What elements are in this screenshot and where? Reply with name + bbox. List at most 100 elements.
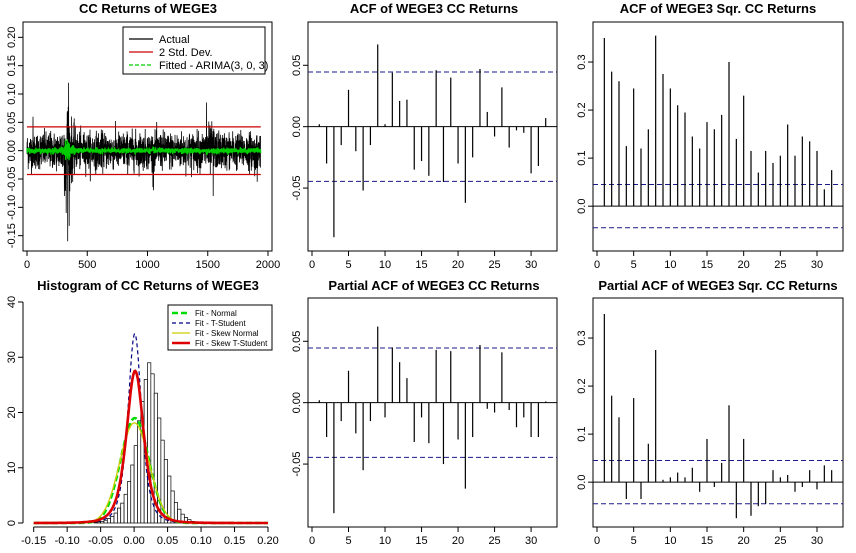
hist-bar (117, 507, 122, 524)
acf-x-tick-label: 10 (379, 259, 391, 271)
hist-fit-curve (33, 369, 268, 525)
hist-bar (130, 464, 135, 524)
returns-y-tick-label: 0.00 (6, 140, 18, 161)
pacf-x-tick-label: 10 (379, 535, 391, 547)
hist-bar (93, 522, 98, 524)
panel-title-acf-sq: ACF of WEGE3 Sqr. CC Returns (620, 1, 816, 16)
panel-title-acf: ACF of WEGE3 CC Returns (350, 1, 518, 16)
pacf_sq-x-tick-label: 10 (664, 535, 676, 547)
legend-label: Fit - Skew Normal (195, 329, 259, 338)
hist-bar (106, 518, 112, 524)
acf_sq-x-tick-label: 5 (631, 259, 637, 271)
hist-bar (120, 502, 125, 524)
acf_sq-y-tick-label: 0.2 (576, 102, 588, 117)
returns-y-tick-label: 0.10 (6, 83, 18, 104)
hist-bar (147, 362, 152, 524)
legend-label: Fit - T-Student (195, 319, 246, 328)
acf-x-tick-label: 25 (488, 259, 500, 271)
panel-title-returns: CC Returns of WEGE3 (79, 1, 217, 16)
acf-x-tick-label: 0 (309, 259, 315, 271)
acf-y-tick-label: -0.05 (291, 176, 303, 201)
pacf_sq-x-tick-label: 0 (594, 535, 600, 547)
hist-y-tick-label: 40 (6, 296, 18, 308)
pacf-plot: 0 5 10 15 20 25 30 -0.05 0.00 0.05 (291, 297, 558, 547)
hist-x-tick-label: -0.05 (88, 535, 113, 547)
returns-x-tick-label: 0 (24, 259, 30, 271)
hist-x-tick-label: 0.05 (157, 535, 178, 547)
hist-y-tick-label: 10 (6, 462, 18, 474)
pacf_sq-y-tick-label: 0.1 (576, 426, 588, 441)
acf-x-tick-label: 30 (525, 259, 537, 271)
pacf-y-tick-label: 0.05 (291, 331, 303, 352)
hist-x-tick-label: -0.10 (55, 535, 80, 547)
plot-frame (592, 297, 844, 528)
legend-label: Fit - Skew T-Student (195, 339, 268, 348)
acf-plot: 0 5 10 15 20 25 30 -0.05 0.00 0.05 (291, 21, 558, 271)
hist-x-tick-label: -0.15 (21, 535, 46, 547)
plot-frame (307, 21, 558, 252)
returns-x-tick-label: 500 (78, 259, 96, 271)
returns-x-tick-label: 1000 (135, 259, 159, 271)
legend-label: Fitted - ARIMA(3, 0, 3) (159, 60, 268, 72)
acf_sq-x-tick-label: 15 (701, 259, 713, 271)
pacf_sq-x-tick-label: 15 (701, 535, 713, 547)
returns-y-tick-label: 0.20 (6, 27, 18, 48)
hist-x-tick-label: 0.15 (224, 535, 245, 547)
acf_sq-x-tick-label: 30 (811, 259, 823, 271)
legend-label: Fit - Normal (195, 309, 237, 318)
pacf-x-tick-label: 0 (309, 535, 315, 547)
pacf_sq-x-tick-label: 5 (631, 535, 637, 547)
pacf-x-tick-label: 25 (488, 535, 500, 547)
pacf-sq-plot: 0 5 10 15 20 25 30 0.0 0.1 0.2 0.3 (576, 297, 844, 547)
pacf-x-tick-label: 30 (525, 535, 537, 547)
hist-y-tick-label: 30 (6, 351, 18, 363)
legend-label: 2 Std. Dev. (159, 47, 213, 59)
acf-y-tick-label: 0.00 (291, 116, 303, 137)
actual-returns-series (26, 82, 261, 242)
hist-y-tick-label: 20 (6, 406, 18, 418)
hist-x-tick-label: 0.10 (190, 535, 211, 547)
pacf_sq-y-tick-label: 0.3 (576, 330, 588, 345)
hist-x-tick-label: 0.00 (123, 535, 144, 547)
acf_sq-x-tick-label: 0 (594, 259, 600, 271)
acf-x-tick-label: 5 (345, 259, 351, 271)
returns-y-tick-label: -0.15 (6, 223, 18, 248)
panel-title-hist: Histogram of CC Returns of WEGE3 (37, 278, 259, 293)
pacf_sq-x-tick-label: 20 (738, 535, 750, 547)
acf_sq-x-tick-label: 20 (738, 259, 750, 271)
hist-x-tick-label: 0.20 (257, 535, 278, 547)
returns-x-tick-label: 2000 (256, 259, 280, 271)
pacf_sq-x-tick-label: 25 (774, 535, 786, 547)
pacf_sq-y-tick-label: 0.0 (576, 475, 588, 490)
hist-bar (137, 420, 142, 524)
acf_sq-y-tick-label: 0.0 (576, 199, 588, 214)
hist-y-tick-label: 0 (6, 520, 18, 526)
pacf-y-tick-label: 0.00 (291, 392, 303, 413)
hist-bar (103, 519, 108, 524)
panel-title-pacf: Partial ACF of WEGE3 CC Returns (328, 278, 539, 293)
hist-bar (100, 520, 105, 524)
hist-bar (96, 521, 101, 524)
returns-y-tick-label: -0.05 (6, 166, 18, 191)
returns-plot: 0 500 1000 1500 2000 -0.15 -0.05 0.05 0.15 -0.10 0… (6, 21, 280, 271)
returns-y-tick-label: -0.10 (6, 195, 18, 220)
acf-x-tick-label: 15 (415, 259, 427, 271)
acf-x-tick-label: 20 (452, 259, 464, 271)
returns-y-tick-label: 0.15 (6, 55, 18, 76)
returns-y-tick-label: 0.05 (6, 112, 18, 133)
fitted-arima-series (26, 139, 262, 161)
acf_sq-x-tick-label: 10 (664, 259, 676, 271)
acf-y-tick-label: 0.05 (291, 55, 303, 76)
acf_sq-y-tick-label: 0.1 (576, 150, 588, 165)
acf_sq-x-tick-label: 25 (774, 259, 786, 271)
pacf-x-tick-label: 5 (345, 535, 351, 547)
hist-bar (110, 516, 115, 524)
pacf-x-tick-label: 15 (415, 535, 427, 547)
plot-frame (592, 21, 844, 252)
acf-sq-plot: 0 5 10 15 20 25 30 0.0 0.1 0.2 0.3 (576, 21, 844, 271)
panel-title-pacf-sq: Partial ACF of WEGE3 Sqr. CC Returns (598, 278, 837, 293)
